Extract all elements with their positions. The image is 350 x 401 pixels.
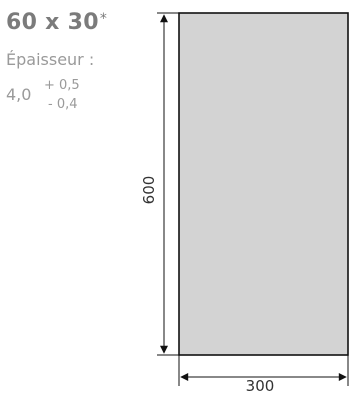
thickness-tolerance-minus: - 0,4: [48, 97, 78, 112]
tile-rectangle: [178, 12, 349, 356]
format-title: 60 x 30*: [6, 10, 107, 35]
thickness-label: Épaisseur :: [6, 50, 95, 69]
thickness-tolerance-plus: + 0,5: [44, 78, 80, 93]
format-asterisk: *: [99, 11, 108, 27]
height-dimension-label: 600: [140, 175, 158, 205]
width-dimension-label: 300: [245, 377, 275, 395]
format-size: 60 x 30: [6, 10, 99, 35]
thickness-nominal: 4,0: [6, 85, 32, 104]
